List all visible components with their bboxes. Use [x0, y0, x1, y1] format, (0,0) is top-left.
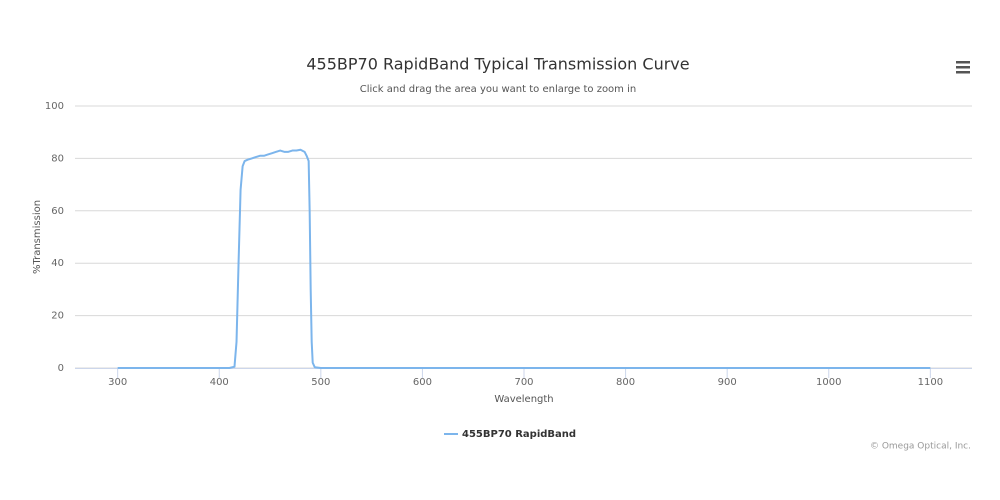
x-tick-label: 1000	[816, 377, 841, 388]
x-tick-label: 700	[514, 377, 533, 388]
x-tick-label: 400	[210, 377, 229, 388]
menu-bar	[956, 66, 970, 69]
y-axis-title: %Transmission	[32, 200, 43, 274]
y-tick-label: 60	[51, 206, 64, 217]
y-tick-label: 0	[58, 363, 64, 374]
credit: © Omega Optical, Inc.	[870, 442, 971, 452]
chart-subtitle: Click and drag the area you want to enla…	[360, 84, 636, 95]
chart-title: 455BP70 RapidBand Typical Transmission C…	[306, 55, 689, 74]
y-tick-label: 100	[45, 101, 64, 112]
menu-bar	[956, 71, 970, 74]
y-tick-label: 40	[51, 258, 64, 269]
x-tick-label: 600	[413, 377, 432, 388]
x-tick-label: 800	[616, 377, 635, 388]
x-tick-label: 500	[311, 377, 330, 388]
legend-entry[interactable]: 455BP70 RapidBand	[462, 429, 576, 440]
series-line	[117, 148, 931, 369]
menu-bar	[956, 61, 970, 64]
y-tick-label: 80	[51, 153, 64, 164]
x-axis-title: Wavelength	[494, 394, 553, 405]
menu-button[interactable]	[956, 61, 970, 74]
y-tick-label: 20	[51, 311, 64, 322]
x-tick-label: 300	[108, 377, 127, 388]
x-tick-label: 1100	[918, 377, 943, 388]
x-tick-label: 900	[718, 377, 737, 388]
